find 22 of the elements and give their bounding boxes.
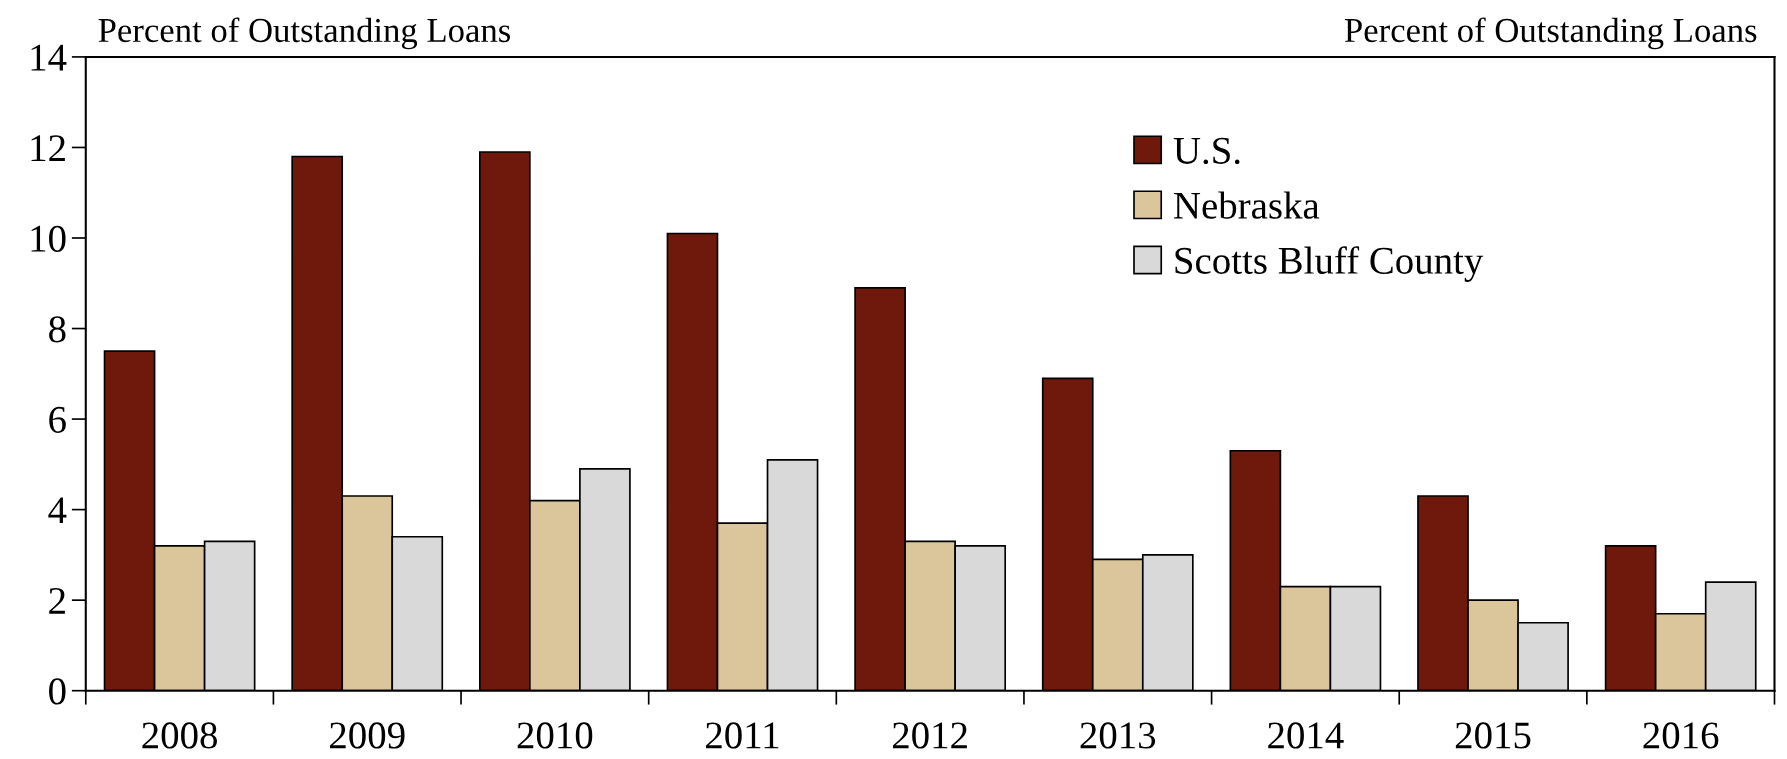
y-tick-label: 0 bbox=[49, 678, 66, 705]
y-tick-label: 8 bbox=[49, 316, 66, 343]
x-tick-label: 2013 bbox=[1080, 722, 1156, 749]
legend-label: Nebraska bbox=[1174, 191, 1320, 219]
x-tick-label: 2012 bbox=[892, 722, 967, 749]
y-tick-label: 4 bbox=[48, 497, 67, 524]
y-tick-label: 6 bbox=[49, 406, 66, 433]
x-tick-label: 2009 bbox=[330, 722, 405, 749]
x-tick-label: 2014 bbox=[1268, 722, 1344, 749]
x-tick-label: 2011 bbox=[706, 722, 779, 749]
x-tick-label: 2015 bbox=[1455, 722, 1531, 749]
y-axis-title: Percent of Outstanding Loans bbox=[98, 17, 511, 50]
legend-label: Scotts Bluff County bbox=[1175, 246, 1484, 282]
legend-label: U.S. bbox=[1173, 137, 1240, 165]
x-tick-label: 2016 bbox=[1643, 722, 1719, 749]
y-tick-label: 10 bbox=[31, 225, 66, 252]
x-tick-label: 2010 bbox=[517, 722, 593, 749]
y-tick-label: 14 bbox=[31, 44, 67, 71]
x-tick-label: 2008 bbox=[142, 722, 217, 749]
y-tick-label: 12 bbox=[31, 135, 65, 161]
y2-axis-title: Percent of Outstanding Loans bbox=[1344, 17, 1757, 50]
y-tick-label: 2 bbox=[49, 587, 65, 614]
